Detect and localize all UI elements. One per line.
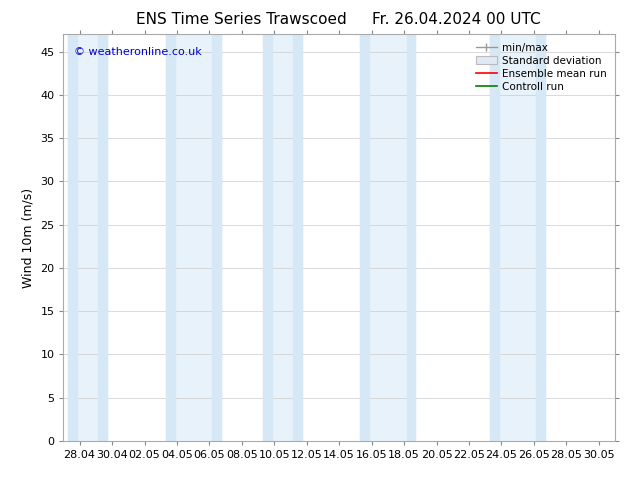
Bar <box>263 34 272 441</box>
Bar <box>212 34 221 441</box>
Bar <box>406 34 415 441</box>
Y-axis label: Wind 10m (m/s): Wind 10m (m/s) <box>22 188 35 288</box>
Bar <box>490 34 545 441</box>
Bar <box>490 34 499 441</box>
Bar <box>68 34 107 441</box>
Bar <box>98 34 107 441</box>
Legend: min/max, Standard deviation, Ensemble mean run, Controll run: min/max, Standard deviation, Ensemble me… <box>473 40 610 95</box>
Text: ENS Time Series Trawscoed: ENS Time Series Trawscoed <box>136 12 346 27</box>
Bar <box>293 34 302 441</box>
Text: © weatheronline.co.uk: © weatheronline.co.uk <box>74 47 202 56</box>
Bar <box>165 34 174 441</box>
Bar <box>360 34 415 441</box>
Bar <box>360 34 369 441</box>
Bar <box>263 34 302 441</box>
Bar <box>165 34 221 441</box>
Bar <box>68 34 77 441</box>
Bar <box>536 34 545 441</box>
Text: Fr. 26.04.2024 00 UTC: Fr. 26.04.2024 00 UTC <box>372 12 541 27</box>
